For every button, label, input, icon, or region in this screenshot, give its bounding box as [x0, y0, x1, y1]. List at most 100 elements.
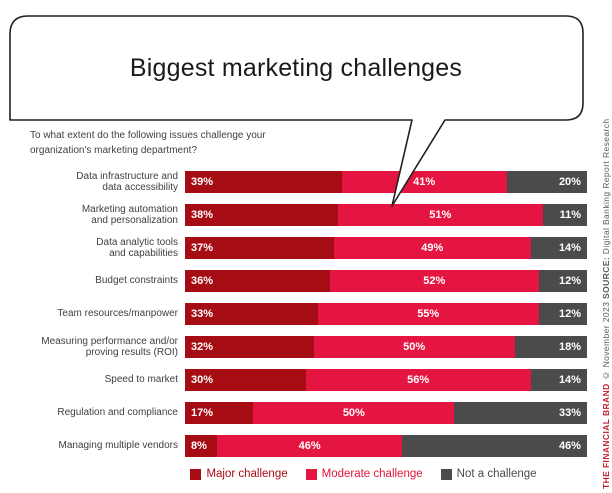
- bar-value: 14%: [558, 374, 581, 386]
- bar-value: 41%: [413, 176, 436, 188]
- bar-value: 46%: [298, 440, 321, 452]
- chart-title: Biggest marketing challenges: [129, 53, 463, 82]
- bar-segment: 51%: [337, 204, 543, 226]
- bar-segment: 55%: [317, 303, 539, 325]
- bar-value: 38%: [191, 209, 214, 221]
- bar-segment: 52%: [329, 270, 539, 292]
- bar-value: 52%: [423, 275, 446, 287]
- category-label: Speed to market: [104, 374, 178, 386]
- chart-row: Team resources/manpower 33% 55% 12%: [0, 303, 587, 325]
- source-text: Digital Banking Report Research: [601, 118, 611, 257]
- bar-segment: 46%: [217, 435, 403, 457]
- bar-value: 37%: [191, 242, 214, 254]
- bar-value: 11%: [559, 209, 581, 221]
- legend-swatch: [190, 468, 202, 480]
- bar-value: 36%: [191, 275, 214, 287]
- bar-value: 55%: [417, 308, 440, 320]
- stacked-bar: 17% 50% 33%: [185, 402, 587, 424]
- bar-segment: 12%: [538, 303, 587, 325]
- chart-row: Data infrastructure and data accessibili…: [0, 171, 587, 193]
- category-label: Data infrastructure and data accessibili…: [76, 170, 178, 193]
- category-label: Data analytic tools and capabilities: [96, 236, 178, 259]
- attribution-sidebar: THE FINANCIAL BRAND © November 2023 SOUR…: [601, 4, 611, 489]
- bar-value: 39%: [191, 176, 214, 188]
- legend-item: Major challenge: [190, 468, 288, 480]
- bar-segment: 50%: [313, 336, 515, 358]
- stacked-bar: 36% 52% 12%: [185, 270, 587, 292]
- bar-value: 18%: [558, 341, 581, 353]
- brand-name: THE FINANCIAL BRAND: [601, 383, 611, 489]
- bar-value: 32%: [191, 341, 214, 353]
- category-label: Managing multiple vendors: [58, 440, 178, 452]
- bar-segment: 56%: [305, 369, 531, 391]
- bar-segment: 11%: [542, 204, 587, 226]
- bar-segment: 38%: [185, 204, 338, 226]
- bar-value: 8%: [191, 440, 207, 452]
- stacked-bar: 32% 50% 18%: [185, 336, 587, 358]
- copyright-text: © November 2023: [601, 298, 611, 384]
- source-label: SOURCE:: [601, 256, 611, 299]
- survey-question: To what extent do the following issues c…: [30, 130, 266, 156]
- stacked-bar: 39% 41% 20%: [185, 171, 587, 193]
- bar-segment: 20%: [506, 171, 587, 193]
- bar-value: 33%: [191, 308, 214, 320]
- bar-segment: 14%: [530, 237, 587, 259]
- category-label: Budget constraints: [95, 275, 178, 287]
- bar-segment: 8%: [185, 435, 218, 457]
- chart-row: Budget constraints 36% 52% 12%: [0, 270, 587, 292]
- legend-swatch: [305, 468, 317, 480]
- stacked-bar: 8% 46% 46%: [185, 435, 587, 457]
- bar-value: 33%: [558, 407, 581, 419]
- chart-row: Data analytic tools and capabilities 37% 4…: [0, 237, 587, 259]
- legend-label: Moderate challenge: [321, 468, 423, 480]
- bar-value: 51%: [429, 209, 452, 221]
- bar-segment: 49%: [333, 237, 531, 259]
- bar-segment: 41%: [341, 171, 507, 193]
- bar-value: 46%: [558, 440, 581, 452]
- legend-item: Moderate challenge: [305, 468, 423, 480]
- bar-segment: 39%: [185, 171, 342, 193]
- bar-value: 50%: [403, 341, 426, 353]
- stacked-bar: 33% 55% 12%: [185, 303, 587, 325]
- category-label: Team resources/manpower: [57, 308, 178, 320]
- chart-row: Regulation and compliance 17% 50% 33%: [0, 402, 587, 424]
- bar-value: 12%: [558, 308, 581, 320]
- chart-row: Marketing automation and personalization…: [0, 204, 587, 226]
- bar-segment: 14%: [530, 369, 587, 391]
- stacked-bar: 38% 51% 11%: [185, 204, 587, 226]
- chart-row: Managing multiple vendors 8% 46% 46%: [0, 435, 587, 457]
- chart-row: Speed to market 30% 56% 14%: [0, 369, 587, 391]
- bar-segment: 36%: [185, 270, 330, 292]
- legend-item: Not a challenge: [440, 468, 537, 480]
- bar-segment: 17%: [185, 402, 254, 424]
- bar-segment: 37%: [185, 237, 334, 259]
- bar-segment: 46%: [402, 435, 587, 457]
- bar-segment: 33%: [185, 303, 318, 325]
- category-label: Marketing automation and personalization: [81, 203, 178, 226]
- bar-chart: Data infrastructure and data accessibili…: [0, 171, 587, 468]
- bar-value: 14%: [558, 242, 581, 254]
- bar-segment: 33%: [454, 402, 587, 424]
- bar-segment: 12%: [538, 270, 587, 292]
- bar-value: 49%: [421, 242, 444, 254]
- bar-segment: 30%: [185, 369, 306, 391]
- bar-segment: 32%: [185, 336, 314, 358]
- chart-row: Measuring performance and/or proving res…: [0, 336, 587, 358]
- bar-segment: 18%: [514, 336, 587, 358]
- stacked-bar: 30% 56% 14%: [185, 369, 587, 391]
- bar-value: 12%: [558, 275, 581, 287]
- bar-value: 56%: [407, 374, 430, 386]
- stacked-bar: 37% 49% 14%: [185, 237, 587, 259]
- legend: Major challenge Moderate challenge Not a c…: [140, 468, 587, 480]
- category-label: Regulation and compliance: [57, 407, 178, 419]
- bar-segment: 50%: [253, 402, 455, 424]
- bar-value: 17%: [191, 407, 214, 419]
- category-label: Measuring performance and/or proving res…: [41, 335, 178, 358]
- legend-label: Not a challenge: [456, 468, 537, 480]
- bar-value: 50%: [342, 407, 365, 419]
- legend-swatch: [440, 468, 452, 480]
- bar-value: 20%: [558, 176, 581, 188]
- legend-label: Major challenge: [206, 468, 288, 480]
- bar-value: 30%: [191, 374, 214, 386]
